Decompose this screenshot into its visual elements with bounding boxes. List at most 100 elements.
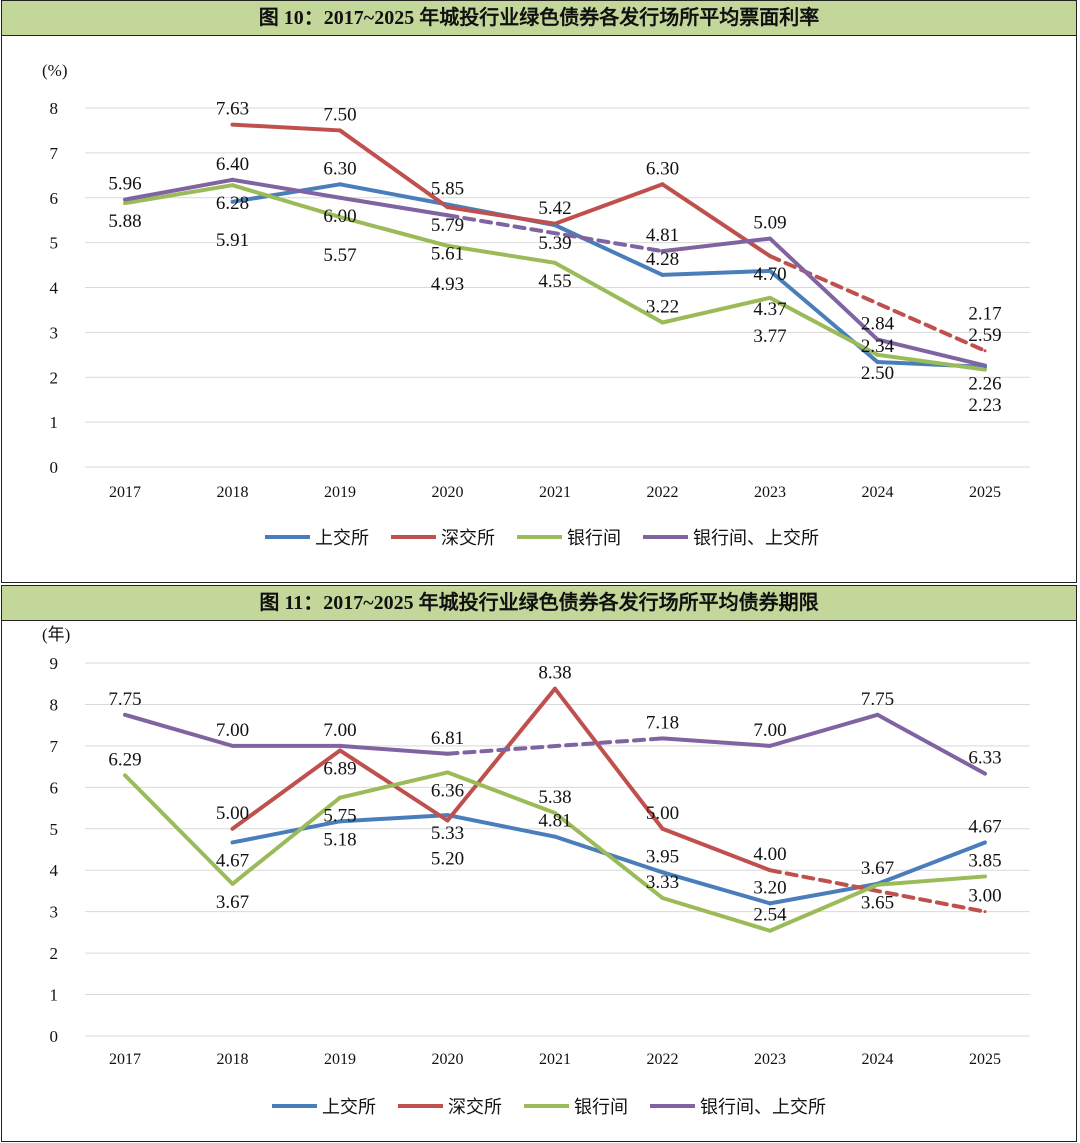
data-label: 6.33	[968, 748, 1001, 769]
data-label: 5.09	[753, 213, 786, 234]
data-label: 2.59	[968, 325, 1001, 346]
legend-label: 深交所	[448, 1097, 502, 1117]
data-label: 5.79	[431, 215, 464, 236]
y-tick-label: 4	[50, 279, 59, 298]
series-segment-上交所	[230, 182, 342, 204]
series-segment-银行间	[768, 882, 880, 933]
data-label: 3.95	[646, 846, 679, 867]
data-label: 6.89	[323, 758, 356, 779]
data-point	[446, 213, 449, 217]
data-label: 7.00	[216, 720, 249, 741]
series-segment-银行间、上交所	[123, 177, 235, 202]
data-point	[983, 874, 987, 878]
legend-label: 银行间、上交所	[693, 528, 819, 548]
data-label: 3.00	[968, 886, 1001, 907]
x-tick-label: 2021	[539, 484, 571, 501]
series-segment-银行间	[553, 260, 665, 325]
data-label: 5.39	[538, 233, 571, 254]
data-point	[983, 368, 987, 372]
series-segment-上交所	[445, 813, 557, 839]
data-label: 4.67	[216, 850, 249, 871]
series-segment-上交所	[553, 223, 665, 277]
series-segment-银行间	[338, 770, 450, 800]
chart-title: 图 10：2017~2025 年城投行业绿色债券各发行场所平均票面利率	[2, 1, 1076, 36]
chart-panel-maturity: 图 11：2017~2025 年城投行业绿色债券各发行场所平均债券期限	[1, 585, 1077, 1142]
data-point	[661, 870, 664, 874]
data-point	[876, 338, 879, 342]
series-segment-银行间、上交所	[768, 712, 880, 748]
data-label: 4.00	[753, 844, 786, 865]
series-segment-银行间	[875, 874, 987, 887]
data-label: 3.85	[968, 850, 1001, 871]
data-point	[231, 744, 234, 748]
data-point	[446, 770, 449, 774]
series-segment-银行间、上交所	[123, 712, 235, 748]
data-point	[661, 896, 664, 900]
data-point	[446, 202, 449, 206]
series-segment-深交所	[445, 686, 557, 823]
data-label: 4.55	[538, 271, 571, 292]
data-point	[553, 261, 557, 265]
x-tick-label: 2025	[969, 1051, 1001, 1068]
data-point	[876, 713, 879, 717]
series-segment-上交所	[660, 870, 772, 906]
series-segment-深交所	[660, 182, 772, 259]
y-tick-label: 0	[50, 1027, 59, 1046]
series-segment-银行间、上交所	[230, 177, 342, 200]
series-segment-银行间	[123, 183, 235, 206]
data-label: 7.75	[861, 689, 894, 710]
data-label: 5.75	[323, 806, 356, 827]
data-label: 4.67	[968, 816, 1001, 837]
x-tick-label: 2022	[647, 1051, 679, 1068]
x-tick-label: 2018	[217, 1051, 249, 1068]
data-point	[983, 349, 987, 353]
data-label: 2.26	[968, 374, 1001, 395]
x-tick-label: 2018	[217, 484, 249, 501]
x-tick-label: 2022	[647, 484, 679, 501]
data-label: 2.50	[861, 363, 894, 384]
y-tick-label: 2	[50, 944, 59, 963]
data-label: 6.36	[431, 780, 464, 801]
data-point	[553, 687, 557, 691]
y-tick-label: 1	[50, 986, 59, 1005]
series-segment-深交所	[338, 128, 450, 210]
series-segment-银行间、上交所	[875, 712, 987, 776]
data-label: 3.77	[753, 326, 786, 347]
data-point	[446, 818, 449, 822]
series-segment-银行间	[768, 295, 880, 357]
y-tick-label: 6	[50, 778, 59, 797]
data-label: 5.61	[431, 243, 464, 264]
y-axis-label: (%)	[42, 61, 67, 80]
data-label: 3.22	[646, 297, 679, 318]
series-segment-深交所	[445, 205, 557, 226]
series-segment-银行间	[445, 243, 557, 265]
data-point	[768, 269, 772, 273]
series-segment-银行间	[660, 895, 772, 933]
data-label: 4.81	[646, 225, 679, 246]
data-label: 5.00	[646, 803, 679, 824]
data-point	[231, 178, 234, 182]
y-tick-label: 0	[50, 458, 59, 477]
data-point	[446, 752, 449, 756]
data-label: 5.42	[538, 198, 571, 219]
data-label: 4.81	[538, 811, 571, 832]
data-label: 5.88	[108, 211, 141, 232]
data-label: 8.38	[538, 663, 571, 684]
data-label: 4.70	[753, 264, 786, 285]
data-label: 2.84	[861, 314, 895, 335]
data-label: 6.29	[108, 749, 141, 770]
data-point	[983, 910, 987, 914]
data-point	[661, 249, 664, 253]
data-label: 2.17	[968, 304, 1001, 325]
series-segment-上交所	[338, 813, 450, 824]
data-label: 6.30	[323, 158, 356, 179]
data-point	[231, 827, 234, 831]
data-point	[338, 215, 342, 219]
data-point	[446, 813, 449, 817]
series-segment-上交所	[875, 840, 987, 886]
series-segment-银行间、上交所	[445, 213, 665, 254]
chart-title: 图 11：2017~2025 年城投行业绿色债券各发行场所平均债券期限	[2, 586, 1076, 621]
data-point	[661, 736, 664, 740]
data-label: 5.20	[431, 848, 464, 869]
series-segment-银行间	[445, 770, 557, 816]
